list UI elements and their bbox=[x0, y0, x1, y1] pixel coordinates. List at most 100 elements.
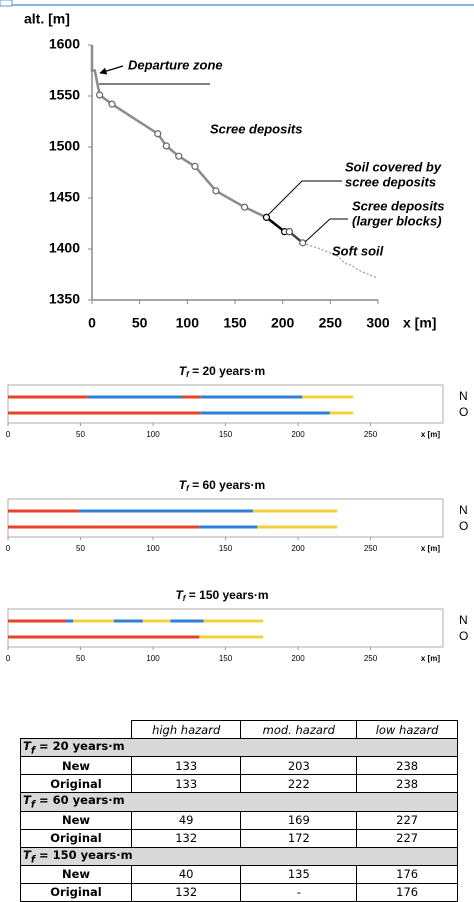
table-cell: 169 bbox=[240, 810, 358, 830]
row-label: New bbox=[20, 756, 132, 776]
profile-line bbox=[98, 93, 267, 219]
profile-point bbox=[262, 213, 271, 221]
header-cell: low hazard bbox=[356, 720, 458, 739]
zone-frame bbox=[7, 498, 444, 538]
data-row: New 49 169 227 bbox=[20, 810, 458, 830]
y-tick-label: 1550 bbox=[49, 87, 80, 103]
x-tick-label: 100 bbox=[146, 654, 160, 663]
title-subscript: f bbox=[30, 745, 36, 757]
x-axis-label: x [m] bbox=[421, 654, 440, 663]
row-label: Original bbox=[20, 774, 132, 794]
title-subscript: f bbox=[186, 370, 190, 379]
row-label: N bbox=[459, 389, 468, 403]
x-tick-label: 50 bbox=[76, 430, 85, 439]
x-tick-label: 150 bbox=[219, 654, 233, 663]
row-label: Original bbox=[20, 882, 132, 902]
x-tick-label: 250 bbox=[364, 544, 378, 553]
data-row: New 133 203 238 bbox=[20, 756, 458, 776]
profile-point bbox=[96, 91, 104, 99]
data-row: Original 132-176 bbox=[20, 882, 458, 902]
title-symbol: T bbox=[23, 847, 31, 862]
x-axis-label: x [m] bbox=[421, 544, 440, 553]
zone-frame bbox=[7, 608, 444, 648]
table-cell: 176 bbox=[356, 882, 458, 902]
profile-point bbox=[299, 239, 307, 247]
x-tick-label: 100 bbox=[176, 315, 200, 331]
group-row: Tf = 150 years·m bbox=[20, 846, 458, 866]
row-label: N bbox=[459, 613, 468, 627]
header-cell: high hazard bbox=[130, 720, 242, 739]
x-tick-label: 150 bbox=[219, 430, 233, 439]
title-subscript: f bbox=[183, 594, 187, 603]
table-cell: 135 bbox=[240, 864, 358, 884]
table-cell: 203 bbox=[240, 756, 358, 776]
title-subscript: f bbox=[30, 799, 36, 811]
profile-point bbox=[240, 203, 249, 211]
x-tick-label: 50 bbox=[132, 315, 148, 331]
x-tick-label: 0 bbox=[88, 315, 96, 331]
row-label: N bbox=[459, 503, 468, 517]
x-tick-label: 0 bbox=[6, 430, 11, 439]
table-cell: 172 bbox=[240, 828, 358, 848]
annotation: scree deposits bbox=[345, 174, 436, 189]
title-text: = 60 years·m bbox=[189, 478, 265, 492]
y-tick-label: 1500 bbox=[49, 138, 80, 154]
table-cell: 132 bbox=[130, 882, 242, 902]
profile-point bbox=[285, 228, 293, 236]
row-label: New bbox=[20, 864, 132, 884]
annotation: Soft soil bbox=[332, 243, 384, 258]
data-row: Original 133 222 238 bbox=[20, 774, 458, 794]
title-symbol: T bbox=[23, 793, 31, 808]
x-tick-label: 50 bbox=[76, 544, 85, 553]
title-symbol: T bbox=[175, 588, 184, 602]
annotation: Scree deposits bbox=[352, 198, 445, 213]
data-row: Original 132 172 227 bbox=[20, 828, 458, 848]
x-tick-label: 250 bbox=[364, 654, 378, 663]
x-axis-label: x [m] bbox=[421, 430, 440, 439]
profile-point bbox=[175, 152, 183, 160]
zone-title: Tf = 20 years·m bbox=[179, 364, 265, 379]
group-title: Tf = 150 years·m bbox=[20, 846, 458, 866]
x-tick-label: 0 bbox=[6, 544, 11, 553]
x-axis-label: x [m] bbox=[403, 315, 436, 331]
header-cell: mod. hazard bbox=[240, 720, 358, 739]
group-title: Tf = 60 years·m bbox=[20, 792, 458, 812]
title-symbol: T bbox=[23, 739, 31, 753]
title-text: = 60 years·m bbox=[35, 793, 125, 808]
table-cell: 238 bbox=[356, 774, 458, 794]
blank-cell bbox=[21, 721, 132, 739]
y-axis-label: alt. [m] bbox=[24, 11, 70, 27]
title-symbol: T bbox=[179, 478, 188, 492]
table-cell: - bbox=[240, 882, 358, 902]
row-label: O bbox=[459, 629, 468, 643]
table-cell: 49 bbox=[130, 810, 242, 830]
annotation: Departure zone bbox=[128, 57, 223, 72]
row-label: O bbox=[459, 405, 468, 419]
x-tick-label: 250 bbox=[319, 315, 343, 331]
title-text: = 150 years·m bbox=[185, 588, 268, 602]
leader bbox=[304, 218, 348, 243]
title-text: = 20 years·m bbox=[189, 364, 265, 378]
group-row: Tf = 20 years·m bbox=[20, 737, 458, 758]
x-tick-label: 200 bbox=[291, 544, 305, 553]
annotation: (larger blocks) bbox=[352, 213, 442, 228]
table-cell: 133 bbox=[130, 756, 242, 776]
profile-point bbox=[162, 142, 170, 150]
profile-point bbox=[191, 162, 199, 170]
x-tick-label: 0 bbox=[6, 654, 11, 663]
table-cell: 176 bbox=[356, 864, 458, 884]
x-tick-label: 100 bbox=[146, 430, 160, 439]
y-tick-label: 1450 bbox=[49, 189, 80, 205]
x-tick-label: 150 bbox=[223, 315, 247, 331]
x-tick-label: 100 bbox=[146, 544, 160, 553]
title-text: = 20 years·m bbox=[35, 739, 125, 753]
table-cell: 227 bbox=[356, 828, 458, 848]
row-label: Original bbox=[20, 828, 132, 848]
table-cell: 40 bbox=[130, 864, 242, 884]
table-cell: 227 bbox=[356, 810, 458, 830]
row-label: O bbox=[459, 519, 468, 533]
header-row: high hazard mod. hazard low hazard bbox=[21, 720, 458, 739]
zone-frame bbox=[7, 384, 444, 424]
